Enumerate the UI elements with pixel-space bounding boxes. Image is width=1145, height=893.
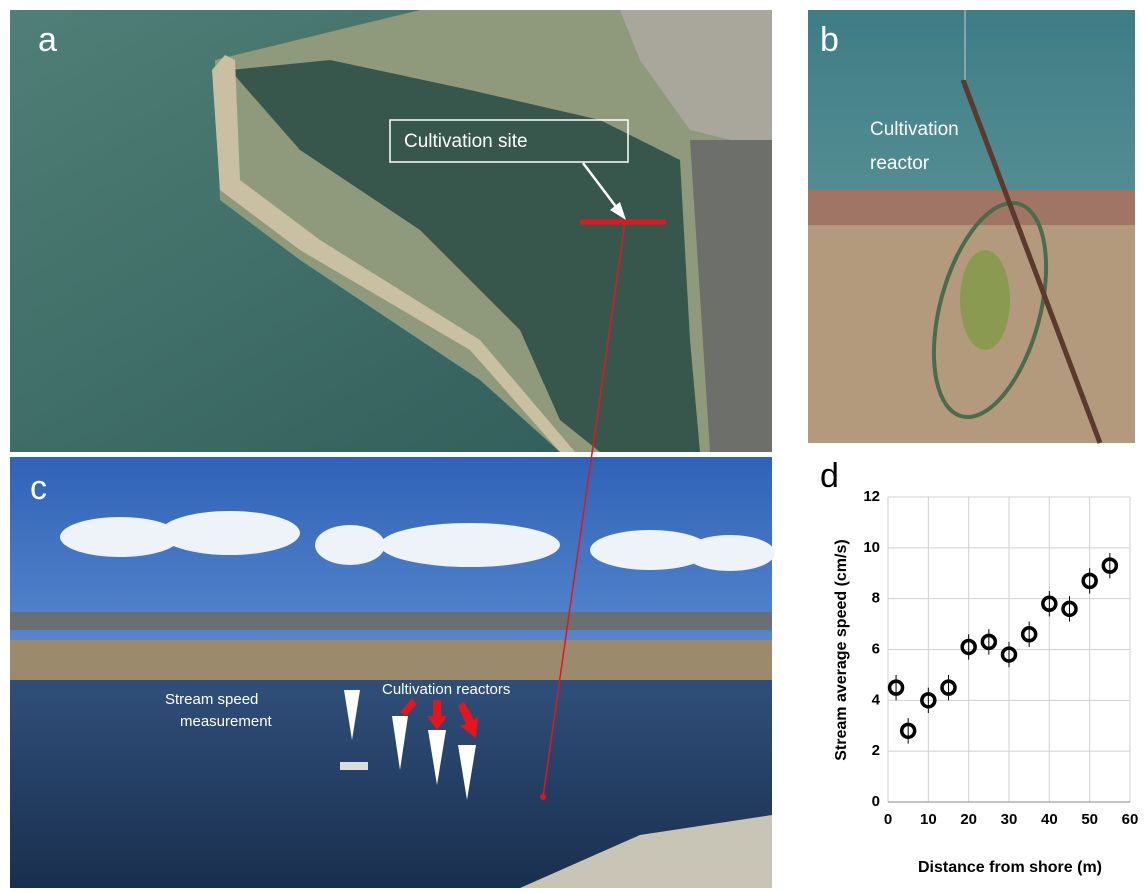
annotation: measurement: [180, 713, 273, 730]
annotation: reactor: [870, 153, 930, 174]
panel-c: Stream speed measurement Cultivation rea…: [10, 457, 775, 888]
y-tick-label: 6: [872, 640, 880, 657]
y-tick-label: 2: [872, 742, 880, 759]
connector-dot: [540, 794, 546, 800]
bridge: [10, 612, 772, 630]
x-tick-label: 30: [1001, 811, 1018, 828]
x-axis-label: Distance from shore (m): [918, 859, 1102, 876]
x-tick-label: 0: [884, 811, 892, 828]
point: [1083, 574, 1096, 587]
panel-label: b: [820, 21, 839, 59]
y-tick-label: 12: [863, 488, 880, 505]
rock-shore: [10, 640, 772, 680]
point: [890, 681, 903, 694]
point: [902, 724, 915, 737]
figure: Cultivation site a Cultivation reactor b…: [0, 0, 1145, 888]
point: [1063, 602, 1076, 615]
y-axis-label: Stream average speed (cm/s): [833, 539, 850, 760]
point: [922, 694, 935, 707]
point: [982, 635, 995, 648]
panel-a: Cultivation site a: [10, 10, 772, 452]
annotation: Cultivation reactors: [382, 681, 510, 698]
panel-b: Cultivation reactor b: [808, 10, 1135, 443]
point: [942, 681, 955, 694]
annotation: Cultivation site: [404, 131, 528, 152]
point: [1003, 648, 1016, 661]
point: [1043, 597, 1056, 610]
point: [1023, 628, 1036, 641]
y-tick-label: 8: [872, 590, 880, 607]
x-tick-label: 10: [920, 811, 937, 828]
annotation: Cultivation: [870, 119, 959, 140]
y-tick-label: 10: [863, 539, 880, 556]
annotation: Stream speed: [165, 691, 258, 708]
pier-edge: [808, 190, 1135, 225]
panel-label: a: [38, 21, 57, 59]
panel-label: c: [30, 469, 47, 507]
float: [340, 762, 368, 770]
x-tick-label: 20: [960, 811, 977, 828]
algae: [960, 250, 1010, 350]
x-tick-label: 40: [1041, 811, 1058, 828]
point: [962, 640, 975, 653]
y-tick-label: 4: [872, 691, 881, 708]
y-tick-label: 0: [872, 793, 880, 810]
point: [1103, 559, 1116, 572]
x-tick-label: 50: [1081, 811, 1098, 828]
x-tick-label: 60: [1122, 811, 1139, 828]
panel-d: d Distance from shore (m) Stream average…: [820, 457, 1138, 876]
panel-label: d: [820, 457, 839, 495]
